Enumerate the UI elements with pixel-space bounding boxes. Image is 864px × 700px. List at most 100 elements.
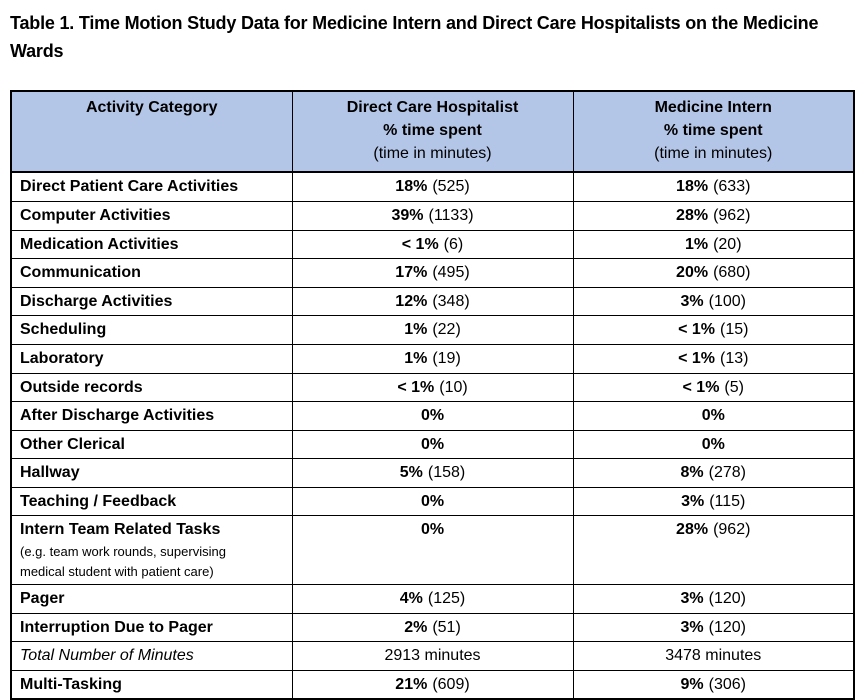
dch-value-cell: 39% (1133) <box>291 200 574 231</box>
activity-cell: Interruption Due to Pager <box>10 612 293 643</box>
activity-label: Interruption Due to Pager <box>20 618 213 636</box>
intern-minutes: (680) <box>713 264 751 282</box>
intern-value-cell: 0% <box>572 401 855 431</box>
intern-value-cell: 3478 minutes <box>572 641 855 671</box>
dch-percent: 0% <box>420 435 445 453</box>
dch-value-cell: 2913 minutes <box>291 641 574 671</box>
table-row: After Discharge Activities 0% 0% <box>10 401 855 431</box>
intern-minutes: (5) <box>724 378 744 396</box>
intern-percent: 3% <box>681 492 705 510</box>
table-row: Hallway 5% (158) 8% (278) <box>10 458 855 488</box>
intern-percent: 9% <box>680 675 704 693</box>
intern-minutes: 3478 minutes <box>665 647 762 665</box>
dch-value-cell: 4% (125) <box>291 584 574 614</box>
dch-percent: 0% <box>420 407 445 425</box>
header-dch-units: (time in minutes) <box>373 145 492 163</box>
activity-cell: Computer Activities <box>10 200 293 231</box>
table-header-row: Activity Category Direct Care Hospitalis… <box>10 90 855 174</box>
activity-label: Medication Activities <box>20 235 179 253</box>
header-intern-subtitle: % time spent <box>663 121 763 139</box>
intern-value-cell: 3% (115) <box>572 486 855 517</box>
intern-value-cell: 3% (120) <box>572 612 855 643</box>
intern-percent: < 1% <box>678 321 715 339</box>
dch-percent: 0% <box>420 492 445 510</box>
intern-percent: 20% <box>676 264 709 282</box>
intern-percent: 28% <box>676 206 709 224</box>
dch-minutes: (6) <box>443 235 464 253</box>
intern-percent: < 1% <box>682 378 720 396</box>
dch-minutes: (1133) <box>428 206 474 224</box>
table-row: Computer Activities 39% (1133) 28% (962) <box>10 200 855 231</box>
dch-value-cell: 21% (609) <box>291 669 574 700</box>
table-row: Teaching / Feedback 0% 3% (115) <box>10 486 855 517</box>
intern-minutes: (20) <box>713 235 742 253</box>
table-row: Other Clerical 0% 0% <box>10 429 855 460</box>
dch-minutes: (19) <box>432 349 461 367</box>
header-intern-title: Medicine Intern <box>654 98 772 116</box>
table-row: Medication Activities < 1% (6) 1% (20) <box>10 229 855 260</box>
intern-percent: 8% <box>680 464 704 482</box>
dch-value-cell: 1% (19) <box>291 343 574 374</box>
activity-label: Outside records <box>20 378 143 396</box>
header-dch-subtitle: % time spent <box>383 121 482 139</box>
dch-percent: 5% <box>399 464 423 482</box>
header-intern-units: (time in minutes) <box>654 145 773 163</box>
dch-percent: 39% <box>391 206 424 224</box>
activity-cell: Laboratory <box>10 343 293 374</box>
dch-percent: 12% <box>395 292 428 310</box>
dch-value-cell: 18% (525) <box>291 171 574 202</box>
header-direct-care-hospitalist: Direct Care Hospitalist % time spent (ti… <box>291 90 574 174</box>
activity-cell: Outside records <box>10 372 293 403</box>
activity-label: Discharge Activities <box>20 292 173 310</box>
activity-label: Total Number of Minutes <box>20 647 194 665</box>
dch-value-cell: 0% <box>291 401 574 431</box>
table-row: Laboratory 1% (19) < 1% (13) <box>10 343 855 374</box>
intern-value-cell: 3% (120) <box>572 584 855 614</box>
activity-label: Other Clerical <box>20 435 125 453</box>
intern-percent: 0% <box>701 407 725 425</box>
activity-cell: After Discharge Activities <box>10 401 293 431</box>
intern-value-cell: < 1% (5) <box>572 372 855 403</box>
intern-percent: 3% <box>680 618 704 636</box>
table-row: Pager 4% (125) 3% (120) <box>10 584 855 614</box>
header-activity-label: Activity Category <box>85 98 218 116</box>
dch-minutes: (609) <box>432 675 470 693</box>
activity-cell: Pager <box>10 584 293 614</box>
dch-minutes: (495) <box>432 264 470 282</box>
activity-label: Scheduling <box>20 321 107 339</box>
table-header: Activity Category Direct Care Hospitalis… <box>10 90 855 174</box>
activity-label: Direct Patient Care Activities <box>20 178 239 196</box>
dch-percent: 18% <box>395 178 428 196</box>
time-motion-study-table: Activity Category Direct Care Hospitalis… <box>10 89 855 700</box>
intern-value-cell: 28% (962) <box>572 515 855 586</box>
activity-label: Hallway <box>20 464 80 482</box>
activity-cell: Communication <box>10 258 293 288</box>
activity-note: (e.g. team work rounds, supervising medi… <box>20 544 226 579</box>
intern-minutes: (962) <box>713 206 751 224</box>
table-caption: Table 1. Time Motion Study Data for Medi… <box>10 13 819 61</box>
activity-label: Laboratory <box>20 349 104 367</box>
dch-minutes: 2913 minutes <box>384 647 481 665</box>
table-body: Direct Patient Care Activities 18% (525) … <box>10 171 855 700</box>
activity-label: After Discharge Activities <box>20 407 215 425</box>
dch-percent: 1% <box>404 349 428 367</box>
dch-minutes: (125) <box>427 590 466 608</box>
table-row: Discharge Activities 12% (348) 3% (100) <box>10 286 855 317</box>
activity-cell: Scheduling <box>10 315 293 345</box>
activity-cell: Other Clerical <box>10 429 293 460</box>
intern-percent: 3% <box>680 292 704 310</box>
activity-cell: Total Number of Minutes <box>10 641 293 671</box>
dch-value-cell: 1% (22) <box>291 315 574 345</box>
table-row: Intern Team Related Tasks (e.g. team wor… <box>10 515 855 586</box>
dch-value-cell: 2% (51) <box>291 612 574 643</box>
intern-minutes: (633) <box>713 178 751 196</box>
dch-minutes: (158) <box>427 464 466 482</box>
table-row: Communication 17% (495) 20% (680) <box>10 258 855 288</box>
dch-percent: 21% <box>395 675 428 693</box>
dch-minutes: (348) <box>432 292 470 310</box>
activity-cell: Teaching / Feedback <box>10 486 293 517</box>
intern-value-cell: 28% (962) <box>572 200 855 231</box>
activity-cell: Hallway <box>10 458 293 488</box>
dch-value-cell: 12% (348) <box>291 286 574 317</box>
